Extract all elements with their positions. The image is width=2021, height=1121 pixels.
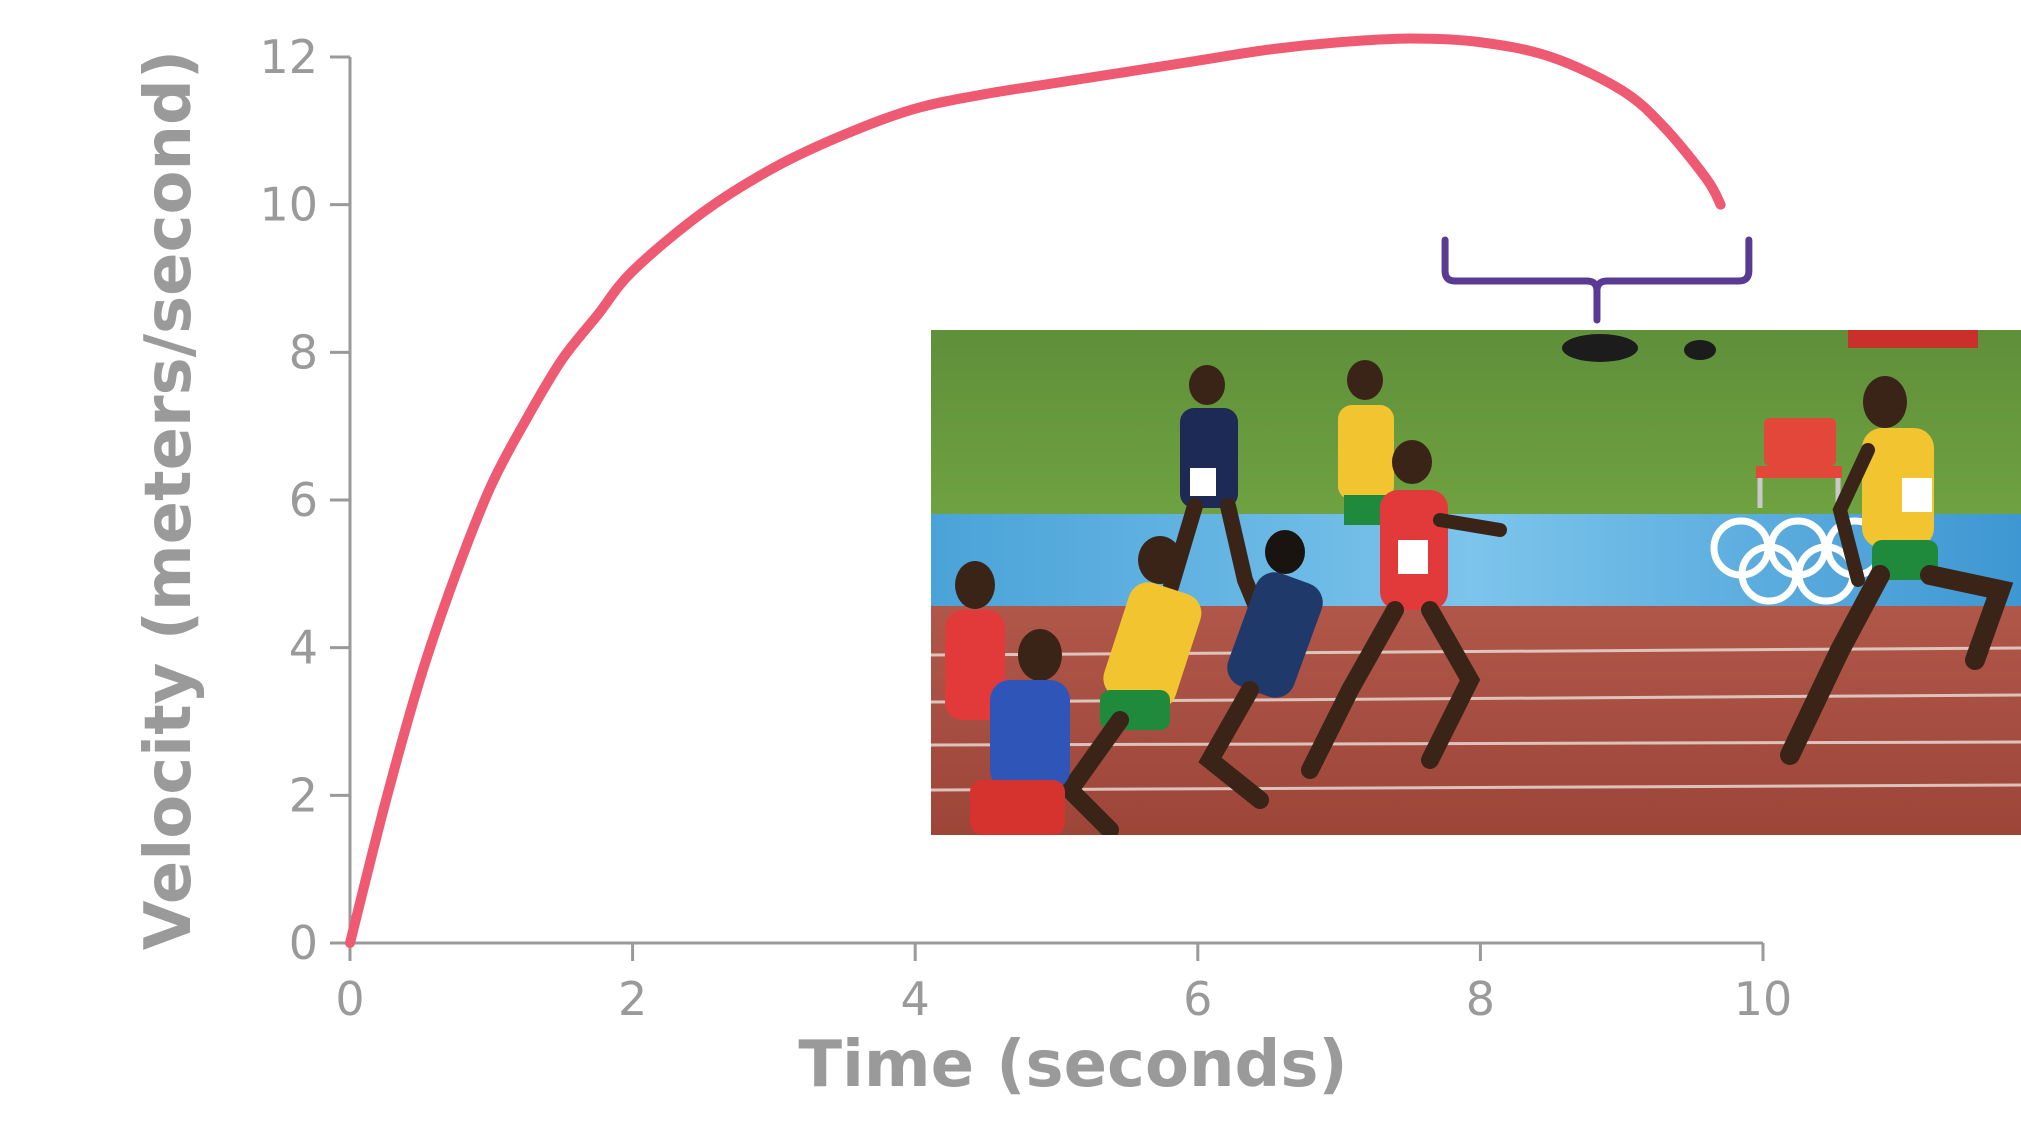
y-axis-title: Velocity (meters/second) — [132, 50, 206, 950]
x-axis: 0 2 4 6 8 10 — [335, 941, 1793, 1026]
final-phase-bracket — [1441, 236, 1753, 324]
y-tick-label: 8 — [289, 325, 318, 379]
x-axis-title: Time (seconds) — [798, 1028, 1347, 1102]
y-tick-label: 6 — [289, 473, 318, 527]
x-tick-label: 0 — [335, 972, 364, 1026]
sprinter-5 — [1058, 536, 1202, 835]
sprint-race-photo — [931, 330, 2021, 835]
y-tick-label: 12 — [259, 30, 318, 84]
y-tick-label: 10 — [259, 178, 318, 232]
y-axis: 0 2 4 6 8 10 12 — [259, 30, 352, 970]
sprinter-3 — [1301, 440, 1507, 779]
annotation-layer — [1441, 236, 1753, 324]
sprinter-8-leader — [1780, 376, 2014, 765]
x-tick-label: 10 — [1734, 972, 1793, 1026]
photo-grass — [931, 330, 2021, 518]
photographer-figure — [1562, 334, 1716, 362]
photo-track — [931, 606, 2021, 835]
velocity-curve — [345, 33, 1726, 948]
sprinter-4 — [1198, 530, 1323, 809]
x-tick-label: 2 — [618, 972, 647, 1026]
red-sign — [1848, 330, 1978, 348]
x-tick-label: 6 — [1183, 972, 1212, 1026]
y-tick-label: 0 — [289, 916, 318, 970]
x-tick-label: 8 — [1466, 972, 1495, 1026]
y-tick-label: 4 — [289, 621, 318, 675]
y-tick-label: 2 — [289, 768, 318, 822]
x-tick-label: 4 — [901, 972, 930, 1026]
sprinter-6 — [945, 561, 1005, 720]
sprinter-7 — [970, 629, 1070, 835]
red-chair — [1756, 418, 1842, 508]
